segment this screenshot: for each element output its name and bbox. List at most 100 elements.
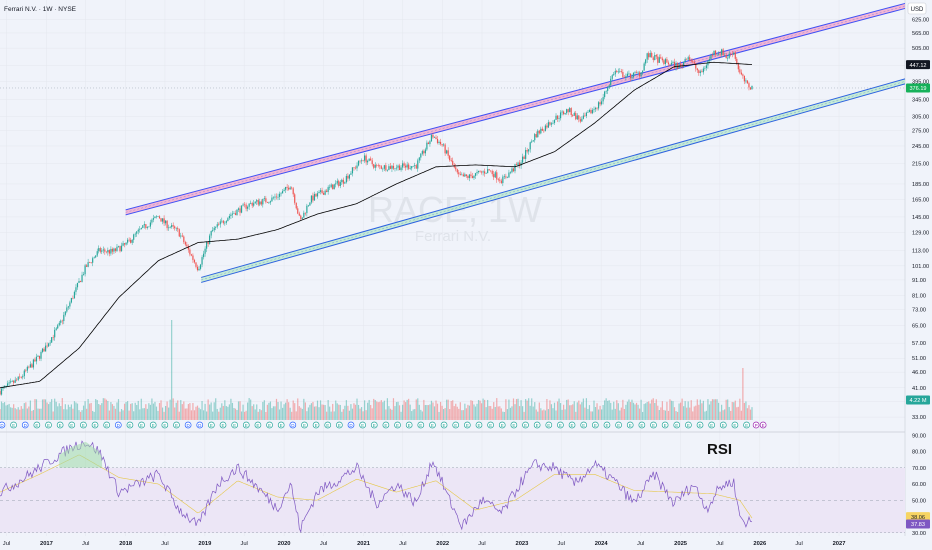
candle-body xyxy=(146,227,148,228)
event-marker-earnings[interactable]: E xyxy=(673,421,681,429)
candle-body xyxy=(253,203,255,206)
event-marker-earnings[interactable]: E xyxy=(301,421,308,429)
event-marker-earnings[interactable]: E xyxy=(487,421,494,429)
event-marker-earnings[interactable]: E xyxy=(638,421,646,429)
volume-bar xyxy=(664,410,667,420)
event-marker-earnings[interactable]: E xyxy=(91,421,99,429)
event-marker-earnings[interactable]: E xyxy=(231,421,238,429)
volume-bar xyxy=(488,405,490,420)
event-marker-earnings[interactable]: E xyxy=(568,421,576,429)
trend-channels[interactable] xyxy=(125,2,906,283)
event-marker-earnings[interactable]: E xyxy=(56,421,64,429)
volume-bar xyxy=(708,404,711,420)
volume-bar xyxy=(75,402,77,420)
event-marker-dividend[interactable]: D xyxy=(184,421,192,429)
event-marker-earnings[interactable]: E xyxy=(498,421,506,429)
volume-bar xyxy=(417,398,419,420)
event-marker-earnings[interactable]: E xyxy=(219,421,227,429)
event-marker-earnings[interactable]: E xyxy=(719,421,727,429)
event-marker-circle xyxy=(661,421,669,429)
volume-bar xyxy=(397,401,399,420)
event-marker-earnings[interactable]: E xyxy=(696,421,704,429)
event-marker-earnings[interactable]: E xyxy=(417,421,425,429)
event-marker-earnings[interactable]: E xyxy=(103,421,111,429)
event-marker-earnings[interactable]: E xyxy=(731,421,739,429)
event-marker-earnings[interactable]: E xyxy=(382,421,390,429)
candle-body xyxy=(125,242,127,245)
event-marker-upcoming[interactable]: E xyxy=(759,421,767,429)
candle-body xyxy=(731,54,733,55)
event-marker-earnings[interactable]: E xyxy=(324,421,332,429)
event-marker-earnings[interactable]: E xyxy=(33,421,41,429)
event-marker-earnings[interactable]: E xyxy=(440,421,448,429)
event-marker-earnings[interactable]: E xyxy=(405,421,413,429)
event-marker-earnings[interactable]: E xyxy=(254,421,262,429)
event-marker-earnings[interactable]: E xyxy=(45,421,52,429)
event-marker-earnings[interactable]: E xyxy=(242,421,250,429)
event-marker-earnings[interactable]: E xyxy=(149,421,157,429)
event-marker-earnings[interactable]: E xyxy=(370,421,378,429)
event-marker-dividend[interactable]: D xyxy=(196,421,204,429)
event-marker-earnings[interactable]: E xyxy=(708,421,716,429)
volume-bar xyxy=(41,399,44,420)
volume-bar xyxy=(292,400,294,420)
candle-body xyxy=(617,71,619,73)
event-marker-earnings[interactable]: E xyxy=(359,421,366,429)
event-marker-earnings[interactable]: E xyxy=(591,421,599,429)
event-marker-dividend[interactable]: D xyxy=(289,421,297,429)
event-marker-earnings[interactable]: E xyxy=(161,421,169,429)
event-marker-earnings[interactable]: E xyxy=(475,421,483,429)
event-marker-earnings[interactable]: E xyxy=(126,421,134,429)
event-marker-earnings[interactable]: E xyxy=(626,421,634,429)
candle-body xyxy=(73,291,76,299)
time-axis[interactable]: Jul 2017 Jul 2018 Jul 2019 Jul 2020 Jul 2021 Jul 20… xyxy=(0,536,932,550)
event-marker-earnings[interactable]: E xyxy=(394,421,401,429)
candle-body xyxy=(683,61,685,67)
volume-bar xyxy=(716,399,718,420)
event-marker-earnings[interactable]: E xyxy=(68,421,76,429)
candle-body xyxy=(648,53,650,58)
event-marker-earnings[interactable]: E xyxy=(277,421,285,429)
event-marker-dividend[interactable]: D xyxy=(114,421,122,429)
price-axis[interactable]: 33.0037.0041.0046.0051.0057.0065.0073.00… xyxy=(906,0,932,550)
price-tick-label: 245.00 xyxy=(912,144,929,150)
event-marker-earnings[interactable]: E xyxy=(138,421,145,429)
volume-bar xyxy=(398,405,401,420)
event-marker-earnings[interactable]: E xyxy=(10,421,17,429)
event-marker-earnings[interactable]: E xyxy=(522,421,529,429)
currency-badge[interactable] xyxy=(907,2,927,15)
event-marker-earnings[interactable]: E xyxy=(452,421,460,429)
volume-bar xyxy=(149,404,151,420)
event-marker-earnings[interactable]: E xyxy=(545,421,553,429)
event-marker-earnings[interactable]: E xyxy=(661,421,669,429)
event-marker-dividend[interactable]: D xyxy=(0,421,6,429)
event-marker-earnings[interactable]: E xyxy=(336,421,343,429)
event-marker-earnings[interactable]: E xyxy=(580,421,588,429)
volume-bar xyxy=(181,404,183,420)
event-marker-earnings[interactable]: E xyxy=(429,421,436,429)
event-marker-earnings[interactable]: E xyxy=(650,421,657,429)
volume-bar xyxy=(736,407,738,420)
event-marker-earnings[interactable]: E xyxy=(685,421,692,429)
volume-bar xyxy=(552,408,554,420)
event-marker-earnings[interactable]: E xyxy=(266,421,273,429)
event-marker-earnings[interactable]: E xyxy=(603,421,611,429)
event-marker-earnings[interactable]: E xyxy=(533,421,541,429)
event-marker-earnings[interactable]: E xyxy=(743,421,750,429)
volume-bar xyxy=(354,404,357,420)
event-marker-dividend[interactable]: D xyxy=(21,421,29,429)
event-marker-earnings[interactable]: E xyxy=(557,421,564,429)
event-marker-earnings[interactable]: E xyxy=(615,421,622,429)
event-marker-upcoming[interactable]: P xyxy=(752,421,760,429)
event-marker-earnings[interactable]: E xyxy=(173,421,180,429)
event-marker-earnings[interactable]: E xyxy=(510,421,518,429)
event-marker-earnings[interactable]: E xyxy=(312,421,320,429)
candle-body xyxy=(177,227,179,230)
event-marker-earnings[interactable]: E xyxy=(208,421,215,429)
volume-bar xyxy=(242,404,244,420)
event-marker-dividend[interactable]: D xyxy=(347,421,355,429)
event-marker-earnings[interactable]: E xyxy=(463,421,471,429)
event-marker-earnings[interactable]: E xyxy=(80,421,87,429)
